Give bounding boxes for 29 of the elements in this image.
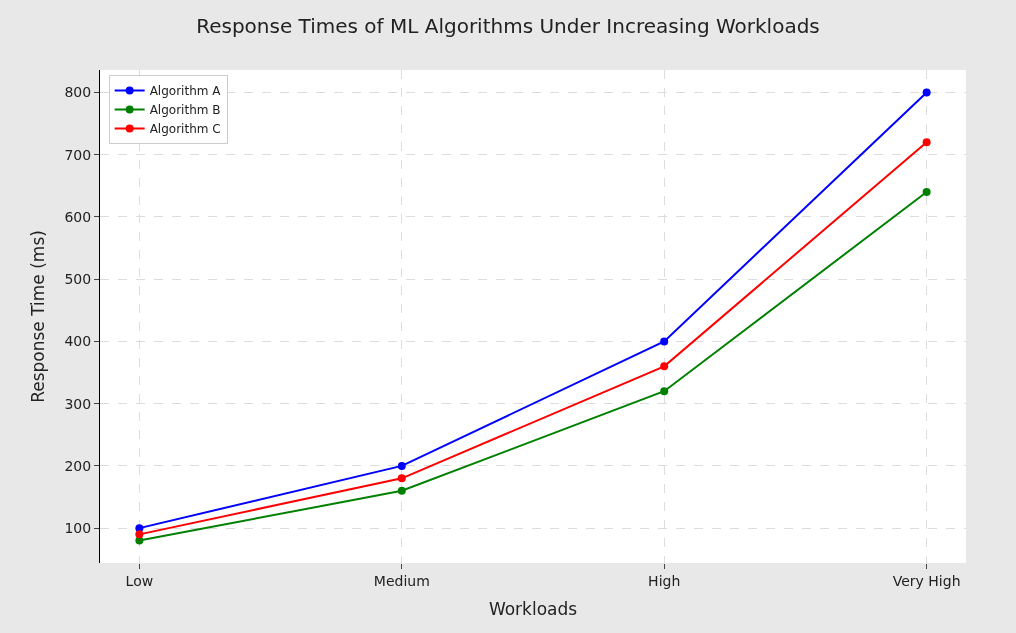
y-tick-label: 400	[64, 333, 92, 350]
point	[922, 88, 931, 97]
point	[135, 536, 144, 545]
point	[660, 387, 669, 396]
legend-label: Algorithm A	[149, 84, 222, 99]
x-tick-label: Medium	[373, 572, 430, 589]
x-axis-title: Workloads	[488, 599, 578, 620]
legend-label: Algorithm C	[149, 122, 221, 137]
x-tick-label: Low	[125, 572, 154, 589]
y-tick-label: 100	[64, 520, 92, 537]
y-tick-label: 800	[64, 84, 92, 101]
y-tick-label: 200	[64, 457, 92, 474]
y-axis-title: Response Time (ms)	[28, 230, 49, 403]
y-tick-label: 300	[64, 395, 92, 412]
x-tick-label: High	[648, 572, 681, 589]
x-tick-label: Very High	[892, 572, 961, 589]
point	[660, 337, 669, 346]
point	[397, 461, 406, 470]
point	[397, 486, 406, 495]
y-tick-label: 700	[64, 146, 92, 163]
point	[660, 362, 669, 371]
point	[922, 188, 931, 197]
point	[135, 530, 144, 539]
legend-label: Algorithm B	[149, 103, 221, 118]
chart-title: Response Times of ML Algorithms Under Increasing Workloads	[196, 13, 820, 38]
y-tick-label: 600	[64, 208, 92, 225]
y-tick-label: 500	[64, 271, 92, 288]
point	[922, 138, 931, 147]
point	[397, 474, 406, 483]
